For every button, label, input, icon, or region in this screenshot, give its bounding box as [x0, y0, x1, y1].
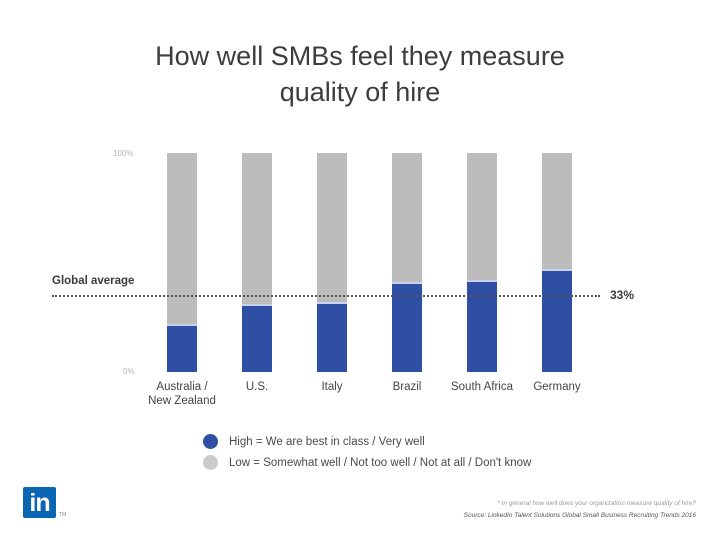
legend-label-high: High = We are best in class / Very well [229, 435, 425, 448]
bar-3 [392, 153, 422, 372]
legend-label-low: Low = Somewhat well / Not too well / Not… [229, 456, 532, 469]
category-label: Italy [282, 380, 382, 394]
global-average-line [52, 295, 600, 297]
y-axis-bottom-label: 0% [123, 367, 135, 376]
category-label-line1: Brazil [392, 381, 422, 393]
bar-segment-high [392, 282, 422, 372]
category-label-line1: South Africa [450, 381, 513, 393]
category-label: Australia / New Zealand [132, 380, 232, 408]
bar-0 [167, 153, 197, 372]
legend-dot-high-icon [203, 434, 218, 449]
category-label: U.S. [207, 380, 307, 394]
linkedin-logo-icon: in [23, 487, 56, 518]
category-label: Brazil [357, 380, 457, 394]
bar-segment-high [167, 324, 197, 372]
category-label-line2: New Zealand [148, 395, 216, 407]
bar-segment-high [542, 269, 572, 372]
bar-segment-high [467, 280, 497, 372]
legend-item-high: High = We are best in class / Very well [203, 431, 531, 452]
legend-item-low: Low = Somewhat well / Not too well / Not… [203, 452, 531, 473]
source-note: Source: LinkedIn Talent Solutions Global… [463, 512, 696, 519]
category-label-line1: Italy [321, 381, 343, 393]
footnote: * In general how well does your organiza… [497, 500, 696, 507]
bar-segment-high [317, 302, 347, 372]
legend-dot-low-icon [203, 455, 218, 470]
category-label-line1: Germany [533, 381, 581, 393]
category-label-line1: U.S. [245, 381, 269, 393]
category-label: Germany [507, 380, 607, 394]
chart-title-line1: How well SMBs feel they measure [155, 41, 565, 71]
global-average-value: 33% [610, 288, 635, 302]
y-axis-top-label: 100% [113, 149, 134, 158]
bar-5 [542, 153, 572, 372]
bar-segment-high [242, 304, 272, 372]
global-average-label: Global average [52, 275, 135, 287]
chart-title-line2: quality of hire [279, 77, 441, 107]
bar-1 [242, 153, 272, 372]
trademark-mark: TM [59, 512, 67, 518]
category-label: South Africa [432, 380, 532, 394]
legend: High = We are best in class / Very well … [203, 431, 531, 473]
category-label-line1: Australia / [156, 381, 208, 393]
bar-4 [467, 153, 497, 372]
bar-2 [317, 153, 347, 372]
chart-title: How well SMBs feel they measure quality … [0, 38, 720, 110]
